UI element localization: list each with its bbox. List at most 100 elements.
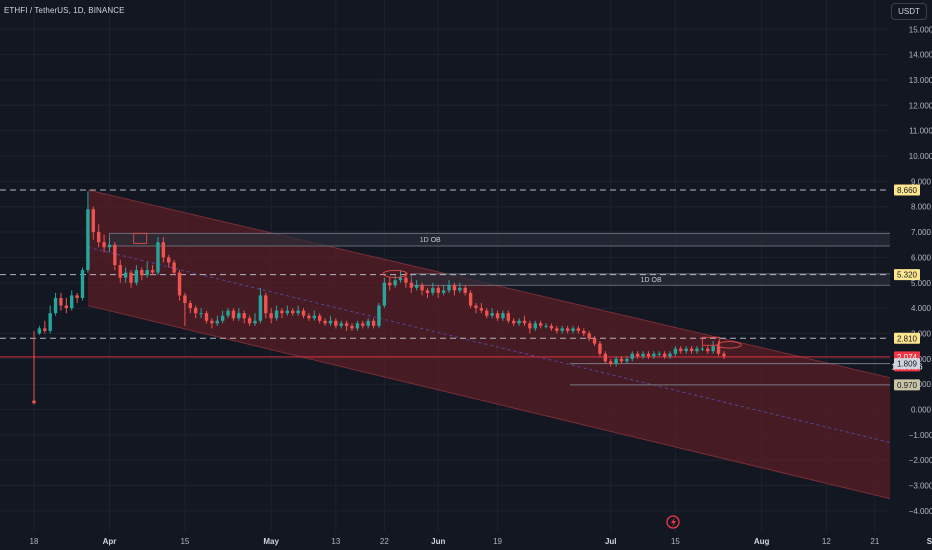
time-tick-label: Jul xyxy=(605,537,617,546)
price-tick-label: 13.000 xyxy=(909,76,932,85)
candle-body xyxy=(571,328,575,331)
candle-body xyxy=(684,348,688,352)
price-tick-label: 6.000 xyxy=(911,253,932,262)
candle-body xyxy=(361,323,365,326)
candle-body xyxy=(134,270,139,283)
candle-body xyxy=(242,313,246,319)
channel-upper-line xyxy=(87,189,932,389)
candle-body xyxy=(409,282,413,288)
candle-body xyxy=(393,280,397,286)
candle-body xyxy=(506,313,511,321)
candle-body xyxy=(75,295,79,298)
candle-body xyxy=(161,242,166,258)
candle-body xyxy=(48,313,52,331)
candle-body xyxy=(145,270,149,276)
time-tick-label: 19 xyxy=(493,537,502,546)
price-tag-label: 8.660 xyxy=(897,186,918,195)
currency-button[interactable]: USDT xyxy=(891,3,927,20)
price-tick-label: 9.000 xyxy=(911,177,932,186)
candle-body xyxy=(70,295,74,309)
candle-body xyxy=(247,318,252,324)
candle-body xyxy=(53,297,58,314)
candle-body xyxy=(113,244,117,266)
price-tag-label: 2.810 xyxy=(897,334,918,343)
candle-body xyxy=(646,353,651,357)
candlesticks xyxy=(32,191,726,405)
channel-mid-line xyxy=(87,246,932,454)
candle-body xyxy=(668,353,672,357)
candle-body xyxy=(679,348,683,352)
candle-body xyxy=(652,353,656,357)
candle-body xyxy=(43,328,47,331)
candle-body xyxy=(398,277,403,281)
time-tick-label: 15 xyxy=(671,537,680,546)
price-tick-label: 0.000 xyxy=(911,406,932,415)
price-tick-label: −2.000 xyxy=(909,456,932,465)
candle-body xyxy=(716,346,721,354)
time-tick-label: Sep xyxy=(927,537,932,546)
candle-body xyxy=(560,328,564,331)
price-tag-label: 2.074 xyxy=(897,353,918,362)
candle-body xyxy=(485,310,489,316)
candle-body xyxy=(285,310,290,314)
candle-body xyxy=(377,305,381,326)
candle-body xyxy=(598,343,602,354)
marker-box xyxy=(133,232,148,244)
time-tick-label: 15 xyxy=(180,537,189,546)
candle-body xyxy=(80,270,85,298)
time-axis[interactable]: 18 Apr 15 May 13 22 Jun 19 Jul 15 Aug 12 21 Sep xyxy=(0,532,932,550)
candle-body xyxy=(226,310,230,316)
time-axis-bg xyxy=(0,532,932,550)
candle-body xyxy=(215,320,219,324)
candle-body xyxy=(167,257,171,263)
candle-body xyxy=(210,320,214,324)
candle-body xyxy=(253,320,257,324)
symbol-title: ETHFI / TetherUS, 1D, BINANCE xyxy=(4,6,125,15)
candle-body xyxy=(150,270,155,273)
candle-body xyxy=(194,308,198,314)
candle-body xyxy=(689,348,694,352)
candle-body xyxy=(528,323,532,329)
tradingview-logo-icon xyxy=(666,515,680,529)
price-tick-label: 5.000 xyxy=(911,279,932,288)
candle-body xyxy=(619,358,624,362)
time-tick-label: May xyxy=(263,537,279,546)
candle-body xyxy=(388,282,392,286)
candle-body xyxy=(614,358,618,364)
candle-body xyxy=(188,303,193,309)
candle-body xyxy=(673,348,678,354)
price-tag xyxy=(894,184,920,196)
candle-body xyxy=(312,315,316,319)
time-tick-label: 22 xyxy=(380,537,389,546)
time-tick-label: 21 xyxy=(870,537,879,546)
price-tag xyxy=(894,332,920,344)
candle-body xyxy=(722,353,726,357)
price-tick-label: 15.000 xyxy=(909,25,932,34)
candle-body xyxy=(474,305,478,309)
time-tick-label: Apr xyxy=(103,537,117,546)
time-tick-label: 13 xyxy=(331,537,340,546)
candle-body xyxy=(355,323,360,329)
price-tick-label: −3.000 xyxy=(909,482,932,491)
price-tick-label: 12.000 xyxy=(909,101,932,110)
price-tick-label: 7.000 xyxy=(911,228,932,237)
candle-body xyxy=(635,353,640,357)
price-tag-label: 5.320 xyxy=(897,271,918,280)
candle-body xyxy=(344,323,349,326)
price-tick-label: 3.000 xyxy=(911,329,932,338)
candle-body xyxy=(382,282,387,306)
price-tag xyxy=(894,358,920,370)
candle-body xyxy=(123,272,128,278)
time-tick-label: Aug xyxy=(754,537,770,546)
candle-body xyxy=(479,308,484,311)
horizontal-levels xyxy=(0,189,890,386)
candle-body xyxy=(350,325,354,329)
candle-body xyxy=(706,348,710,352)
candle-body xyxy=(107,244,112,248)
candle-body xyxy=(307,315,311,319)
price-channel xyxy=(87,189,932,510)
candle-body xyxy=(404,277,408,283)
candle-body xyxy=(177,272,182,296)
candle-body xyxy=(463,287,467,293)
